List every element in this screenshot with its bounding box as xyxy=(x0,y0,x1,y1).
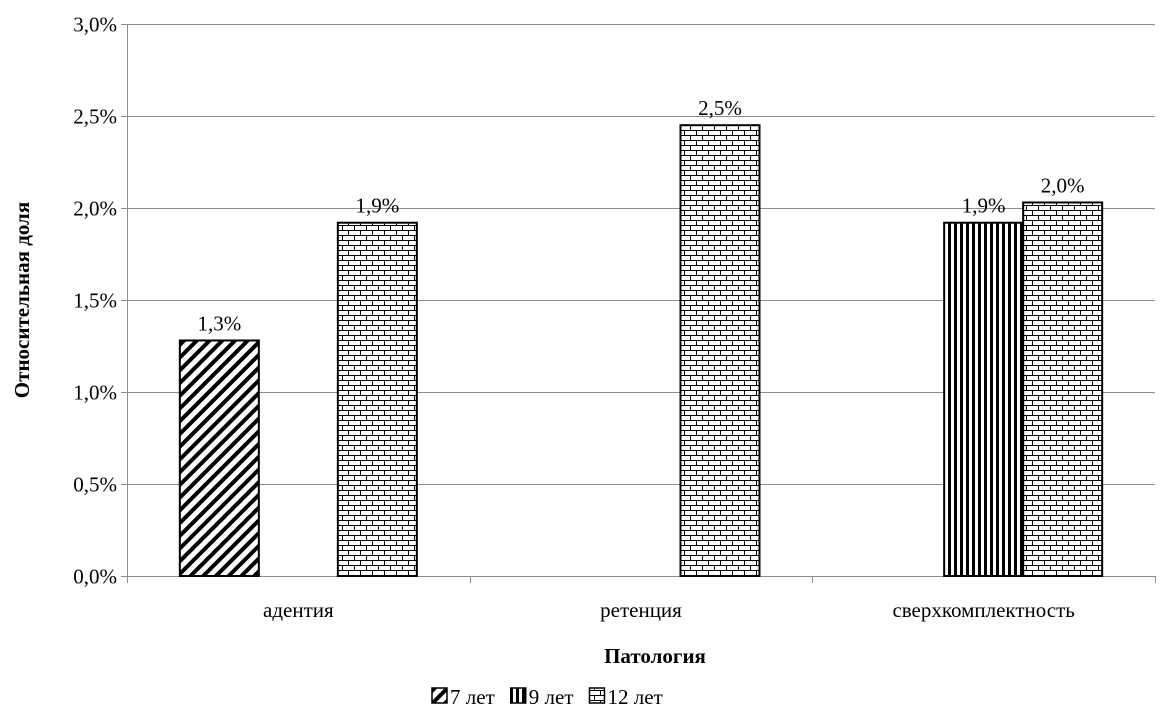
x-tick-label: ретенция xyxy=(600,598,682,622)
bar-12-лет-0 xyxy=(336,221,418,577)
y-tick-label: 0,5% xyxy=(73,473,117,497)
bar-12-лет-2 xyxy=(1022,201,1104,577)
x-tick-label: сверхкомплектность xyxy=(892,598,1074,622)
x-axis-title: Патология xyxy=(604,644,706,668)
y-tick-label: 1,5% xyxy=(73,289,117,313)
data-label: 1,9% xyxy=(355,194,399,218)
y-tick-label: 1,0% xyxy=(73,381,117,405)
y-tick-label: 2,0% xyxy=(73,197,117,221)
legend-swatch xyxy=(509,687,527,704)
legend-swatch xyxy=(431,687,448,704)
data-labels: 1,3% 1,9% 1,9% 2,5% 2,0% xyxy=(197,96,1084,335)
data-label: 2,0% xyxy=(1041,173,1085,197)
bar-12-лет-1 xyxy=(679,124,761,577)
y-tick-label: 2,5% xyxy=(73,105,117,129)
legend-label: 9 лет xyxy=(529,685,574,709)
data-label: 2,5% xyxy=(698,96,742,120)
legend: 7 лет 9 лет 12 лет xyxy=(431,685,663,709)
legend-label: 12 лет xyxy=(607,685,662,709)
y-axis-title: Относительная доля xyxy=(10,202,34,398)
bar-9-лет-2 xyxy=(943,221,1025,577)
bars xyxy=(178,124,1104,578)
bar-7-лет-0 xyxy=(178,339,260,578)
gridlines: 0,0% 0,5% 1,0% 1,5% 2,0% 2,5% 3,0% xyxy=(73,13,1155,589)
y-tick-label: 0,0% xyxy=(73,565,117,589)
data-label: 1,9% xyxy=(962,194,1006,218)
legend-item: 9 лет xyxy=(509,685,574,709)
x-tick-label: адентия xyxy=(263,598,334,622)
legend-label: 7 лет xyxy=(450,685,495,709)
data-label: 1,3% xyxy=(197,311,241,335)
legend-item: 12 лет xyxy=(588,685,663,709)
y-tick-label: 3,0% xyxy=(73,13,117,37)
legend-item: 7 лет xyxy=(431,685,495,709)
axes: адентия ретенция сверхкомплектность xyxy=(127,24,1156,622)
legend-swatch xyxy=(588,687,606,704)
